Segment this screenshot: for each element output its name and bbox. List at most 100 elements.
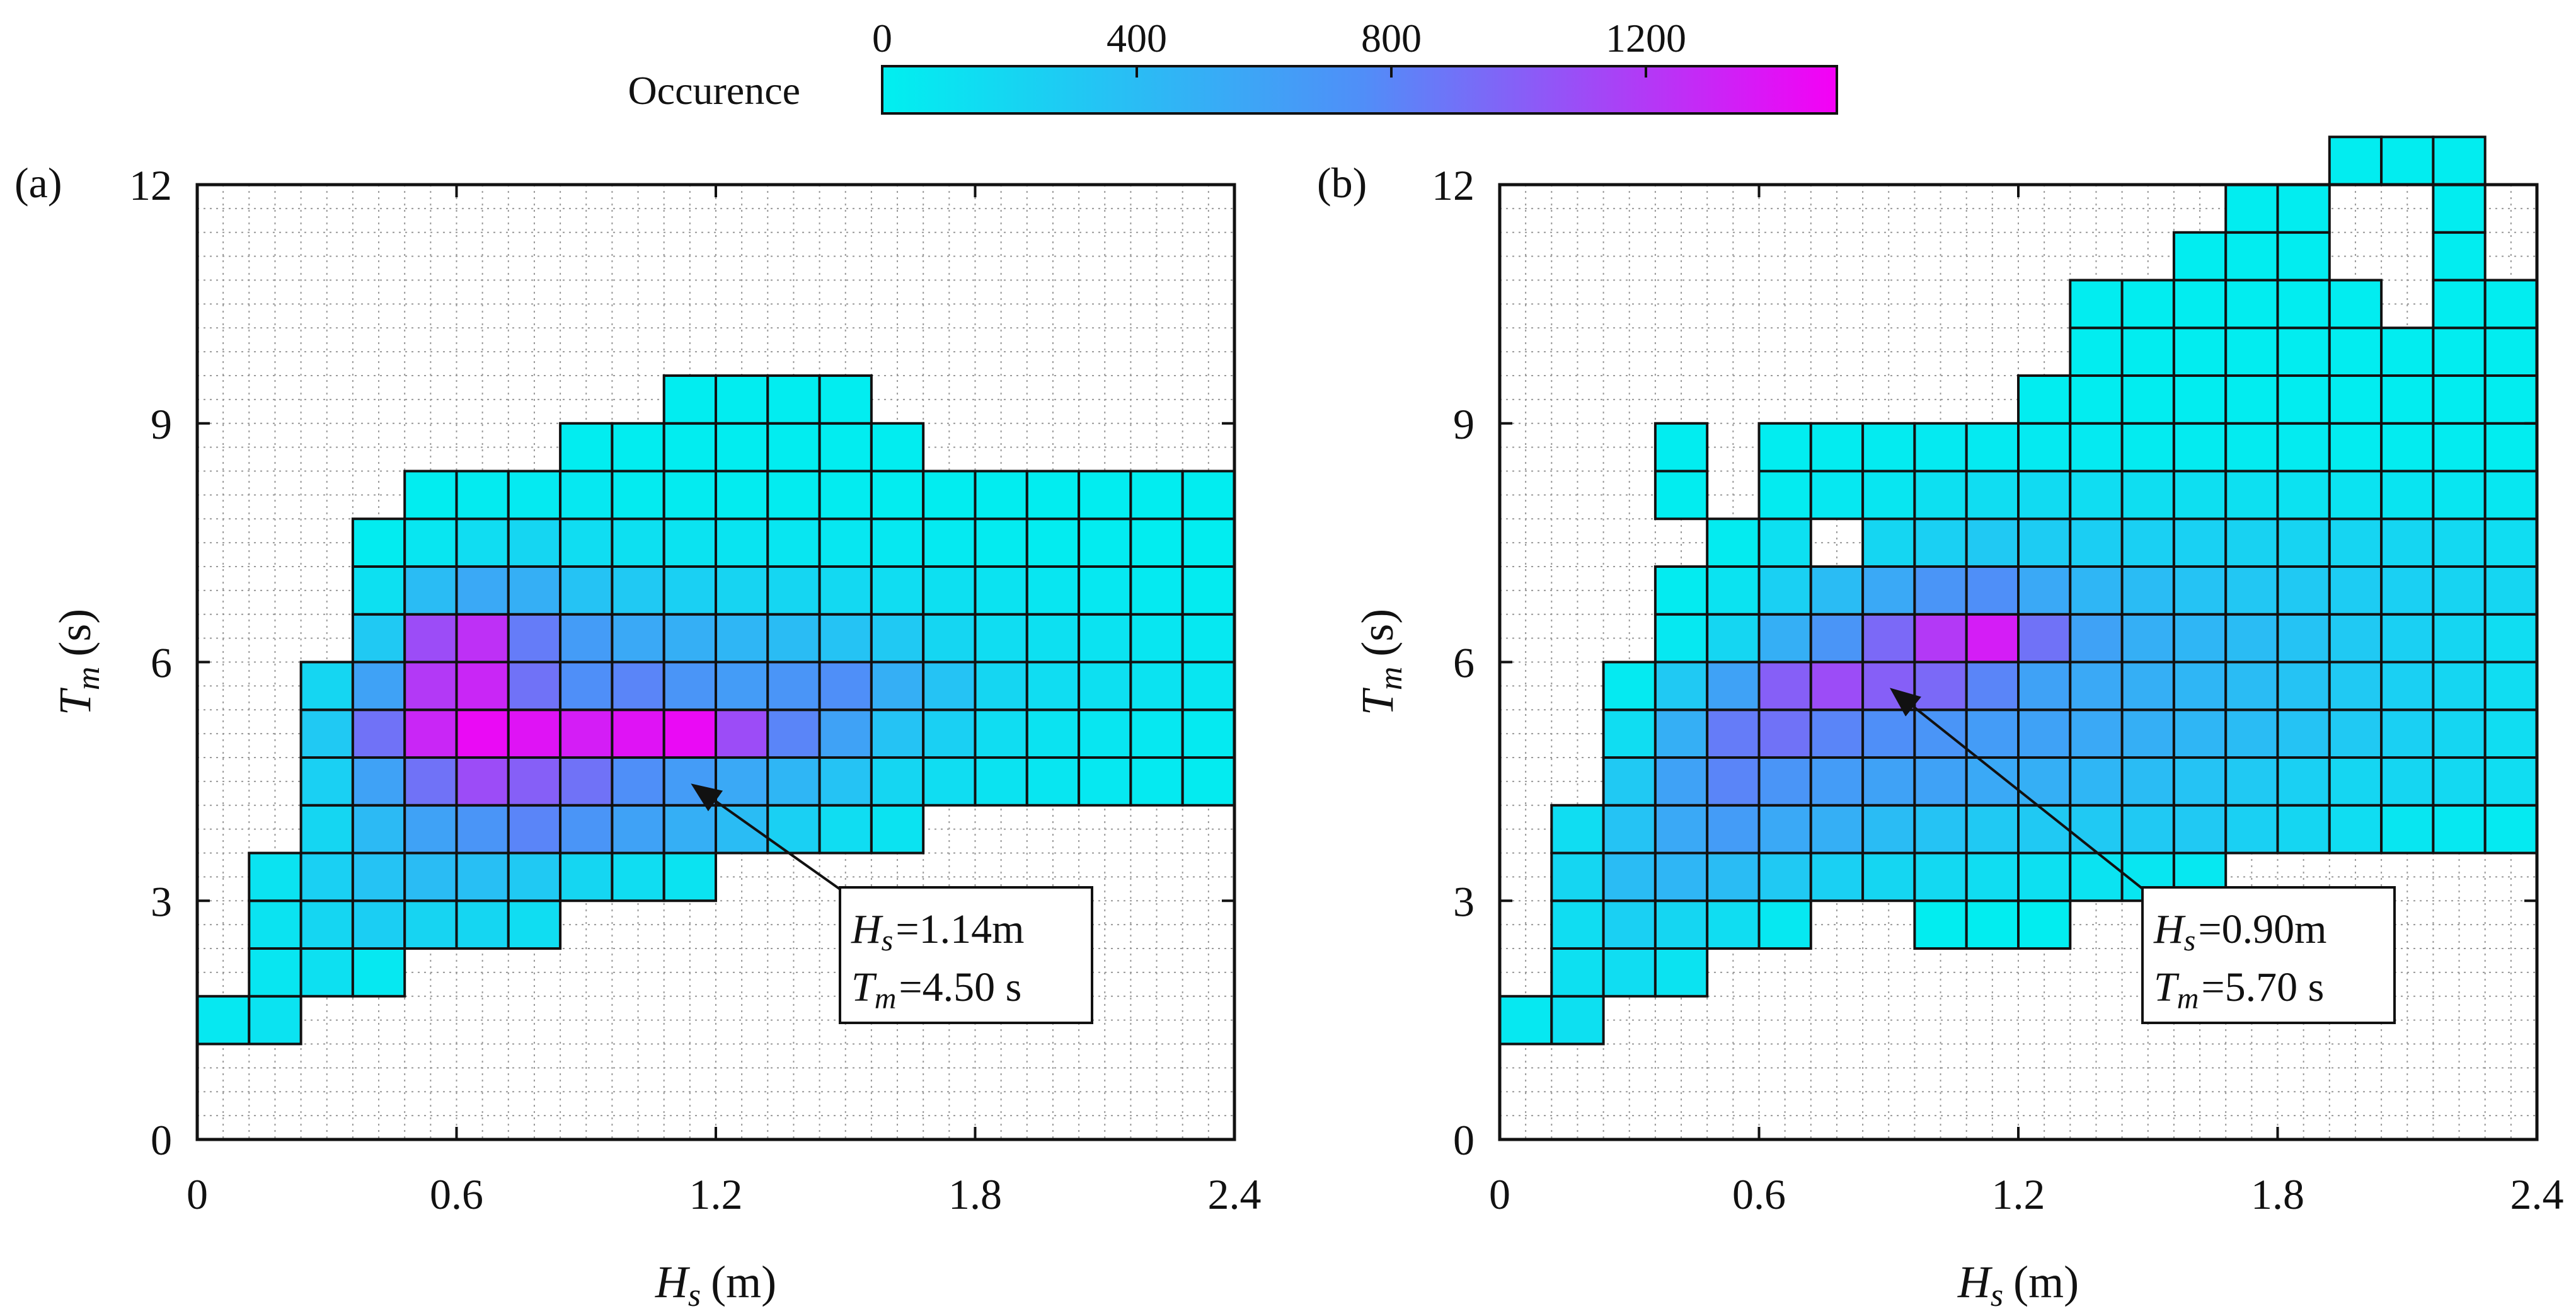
heatmap-cell (1653, 804, 1709, 855)
heatmap-cell (2380, 326, 2435, 377)
heatmap-cell (1181, 660, 1236, 712)
heatmap-cell (766, 660, 821, 712)
heatmap-cell (2120, 708, 2175, 759)
colorbar-label: Occurence (628, 68, 800, 113)
heatmap-cell (559, 470, 614, 521)
heatmap-cell (611, 613, 665, 664)
heatmap-cell (1913, 708, 1968, 759)
heatmap-cell (2224, 517, 2279, 568)
heatmap-cell (2120, 804, 2175, 855)
x-tick-label: 1.8 (948, 1170, 1002, 1218)
heatmap-cell (1706, 899, 1761, 950)
heatmap-cell (299, 947, 354, 998)
heatmap-cell (2069, 804, 2124, 855)
heatmap-cell (507, 517, 562, 568)
heatmap-cell (974, 470, 1028, 521)
heatmap-cell (2380, 374, 2435, 425)
heatmap-cell (455, 613, 510, 664)
heatmap-cell (1913, 565, 1968, 616)
heatmap-cell (662, 804, 717, 855)
heatmap-cell (507, 708, 562, 759)
heatmap-cell (2172, 374, 2228, 425)
heatmap-cell (662, 374, 717, 425)
heatmap-cell (2017, 851, 2072, 902)
y-tick-label: 12 (1432, 161, 1475, 209)
heatmap-cell (2172, 279, 2228, 330)
heatmap-cell (2432, 660, 2487, 712)
heatmap-cell (248, 995, 302, 1046)
y-tick-label: 0 (1453, 1116, 1475, 1164)
heatmap-cell (1861, 851, 1916, 902)
heatmap-cell (1965, 756, 2020, 807)
heatmap-cell (248, 899, 302, 950)
heatmap-cell (2120, 756, 2175, 807)
heatmap-cell (1809, 565, 1865, 616)
heatmap-cell (766, 517, 821, 568)
annotation-hs-main: H (2153, 906, 2186, 952)
heatmap-cell (2380, 565, 2435, 616)
heatmap-cell (1025, 660, 1081, 712)
x-axis-label-unit: (m) (711, 1257, 776, 1307)
heatmap-cell (870, 422, 925, 473)
heatmap-cell (1653, 899, 1709, 950)
heatmap-cell (2483, 565, 2538, 616)
heatmap-cell (455, 470, 510, 521)
heatmap-cell (662, 422, 717, 473)
heatmap-cell (559, 708, 614, 759)
annotation-arrow (691, 783, 848, 895)
heatmap-cell (1078, 708, 1132, 759)
heatmap-cell (611, 851, 665, 902)
heatmap-cell (1809, 470, 1865, 521)
x-tick-label: 0 (1489, 1170, 1510, 1218)
x-axis-label-sub: s (688, 1277, 701, 1309)
heatmap-cell (2328, 804, 2383, 855)
heatmap-cell (870, 756, 925, 807)
y-axis-label-sub: m (71, 667, 106, 691)
heatmap-cell (870, 804, 925, 855)
heatmap-cell (2069, 851, 2124, 902)
heatmap-cell (2224, 565, 2279, 616)
heatmap-cell (1965, 517, 2020, 568)
heatmap-cell (611, 660, 665, 712)
x-axis-label-main: H (655, 1257, 691, 1307)
x-tick-label: 1.8 (2251, 1170, 2304, 1218)
heatmap-cell (1913, 756, 1968, 807)
heatmap-cell (922, 565, 977, 616)
heatmap-cell (1706, 517, 1761, 568)
heatmap-cell (351, 899, 406, 950)
heatmap-cell (1809, 422, 1865, 473)
y-axis-label-main: T (50, 687, 100, 715)
annotation-line-hs: Hs=0.90m (2153, 906, 2326, 957)
heatmap-cell (2380, 660, 2435, 712)
heatmap-cell (1078, 470, 1132, 521)
heatmap-cell (2276, 660, 2331, 712)
heatmap-cell (2432, 517, 2487, 568)
heatmap-cell (2172, 517, 2228, 568)
heatmap-cell (2380, 708, 2435, 759)
heatmap-cell (766, 422, 821, 473)
heatmap-cell (1809, 660, 1865, 712)
annotation-box (2141, 886, 2396, 1024)
heatmap-cell (2120, 422, 2175, 473)
heatmap-cell (870, 470, 925, 521)
heatmap-cell (248, 851, 302, 902)
heatmap-cell (2432, 136, 2487, 186)
heatmap-cell (1809, 708, 1865, 759)
heatmap-cell (766, 708, 821, 759)
annotation-hs-sub: s (882, 924, 894, 957)
heatmap-cell (922, 660, 977, 712)
heatmap-cell (1965, 470, 2020, 521)
heatmap-cell (715, 660, 769, 712)
heatmap-cell (2483, 374, 2538, 425)
annotation-tm-main: T (851, 964, 877, 1010)
heatmap-cell (2328, 326, 2383, 377)
heatmap-cell (1913, 613, 1968, 664)
heatmap-cell (1550, 995, 1605, 1046)
heatmap-cell (2328, 279, 2383, 330)
heatmap-cell (559, 804, 614, 855)
heatmap-cell (2432, 470, 2487, 521)
heatmap-cell (1653, 708, 1709, 759)
heatmap-cell (2328, 422, 2383, 473)
